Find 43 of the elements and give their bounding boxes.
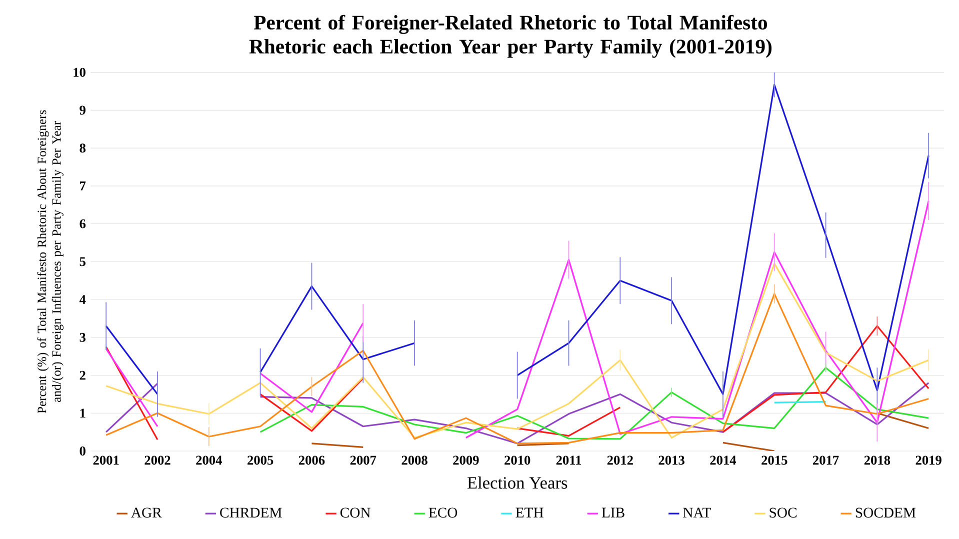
y-axis-title: Percent (%) of Total Manifesto Rhetoric About Foreigners and/(or) Foreign Influences per Party Family Per Year <box>37 110 64 414</box>
legend-label: SOCDEM <box>856 508 916 518</box>
x-tick-label: 2006 <box>298 456 325 465</box>
x-tick-label: 2008 <box>402 456 428 465</box>
x-tick-label: 2013 <box>658 456 684 465</box>
x-tick-label: 2004 <box>196 456 222 465</box>
line-series <box>260 366 930 440</box>
y-tick-label: 0 <box>80 446 86 456</box>
legend-label: SOC <box>770 508 796 518</box>
legend-label: AGR <box>131 508 162 518</box>
x-tick-label: 2009 <box>453 456 479 465</box>
line-series <box>105 293 930 444</box>
line-series <box>105 262 930 439</box>
x-tick-label: 2005 <box>248 456 274 465</box>
legend-label: ETH <box>516 508 544 518</box>
chart-title: Percent of Foreigner-Related Rhetoric to Total Manifesto Rhetoric each Election Year per Party Family (2001-2019) <box>249 14 772 58</box>
x-tick-label: 2015 <box>762 456 788 465</box>
y-tick-label: 2 <box>80 370 86 380</box>
x-tick-label: 2011 <box>556 456 582 465</box>
legend-label: LIB <box>602 508 624 518</box>
legend-label: ECO <box>428 508 458 518</box>
y-tick-label: 1 <box>80 408 86 418</box>
x-tick-label: 2019 <box>916 456 942 465</box>
x-axis-title: Election Years <box>467 476 568 489</box>
y-tick-label: 10 <box>74 68 86 77</box>
y-tick-label: 8 <box>80 144 86 153</box>
x-tick-label: 2014 <box>710 456 736 465</box>
x-tick-label: 2012 <box>607 456 633 465</box>
x-tick-label: 2017 <box>813 456 839 465</box>
x-tick-label: 2002 <box>144 456 170 465</box>
x-tick-label: 2018 <box>864 456 890 465</box>
legend-label: CON <box>340 508 370 518</box>
y-tick-label: 5 <box>80 257 86 266</box>
y-tick-label: 3 <box>80 332 86 342</box>
y-tick-label: 6 <box>80 219 86 228</box>
x-tick-label: 2007 <box>350 456 376 465</box>
legend-label: CHRDEM <box>220 508 282 518</box>
x-tick-label: 2010 <box>504 456 530 465</box>
legend-label: NAT <box>683 508 711 518</box>
x-tick-label: 2001 <box>93 456 119 465</box>
y-tick-label: 4 <box>79 295 86 304</box>
y-tick-label: 7 <box>80 182 86 190</box>
y-tick-label: 9 <box>80 106 86 115</box>
